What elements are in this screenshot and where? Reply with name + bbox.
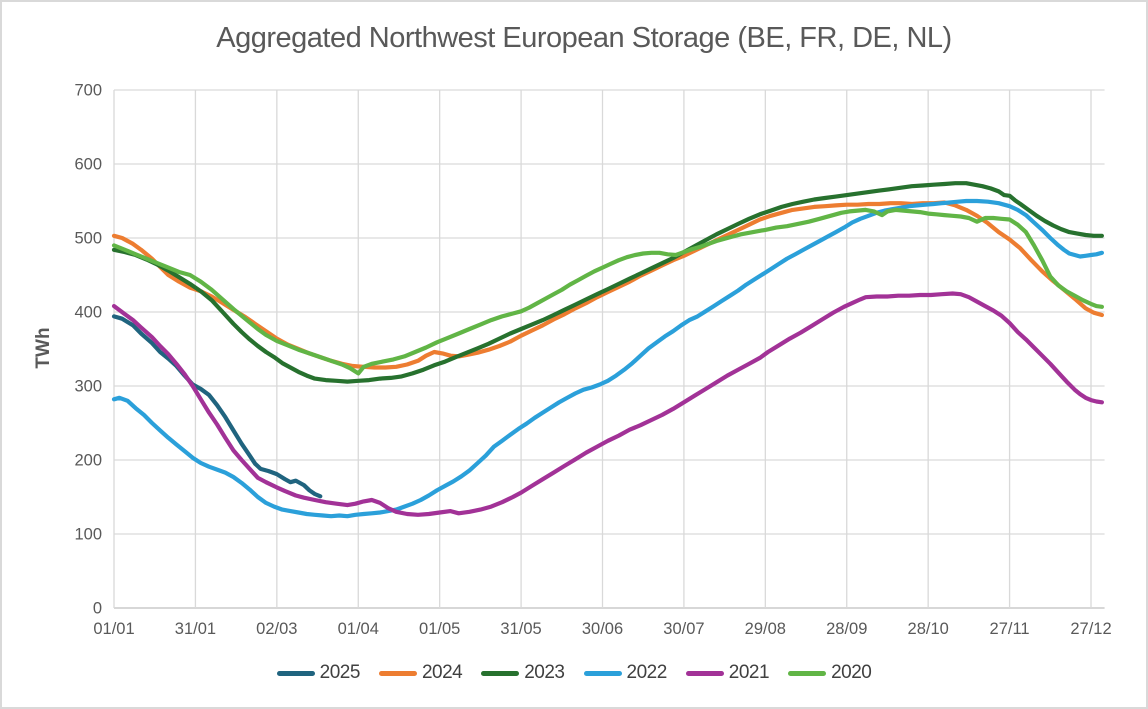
x-tick-label: 31/01 — [175, 620, 216, 638]
x-tick-label: 02/03 — [256, 620, 297, 638]
y-tick-label: 100 — [74, 526, 102, 544]
legend: 2025 2024 2023 2022 2021 2020 — [2, 662, 1146, 684]
x-tick-label: 28/09 — [826, 620, 867, 638]
legend-swatch-2020 — [788, 670, 827, 676]
legend-label-2024: 2024 — [421, 662, 463, 683]
series-line-2020 — [111, 207, 1105, 376]
series-line-2023 — [111, 181, 1105, 384]
legend-item-2022: 2022 — [583, 662, 668, 684]
series-line-2021 — [111, 291, 1105, 517]
legend-item-2021: 2021 — [685, 662, 770, 684]
x-tick-label: 01/01 — [93, 620, 134, 638]
legend-swatch-2025 — [276, 670, 315, 676]
chart-title: Aggregated Northwest European Storage (B… — [216, 22, 952, 54]
y-tick-label: 0 — [93, 600, 102, 618]
legend-swatch-2022 — [583, 670, 622, 676]
x-tick-label: 28/10 — [908, 620, 949, 638]
series-line-2022 — [111, 198, 1105, 519]
x-tick-label: 27/12 — [1070, 620, 1111, 638]
legend-swatch-2023 — [481, 670, 520, 676]
x-tick-label: 30/06 — [582, 620, 623, 638]
x-tick-label: 27/11 — [990, 620, 1030, 638]
legend-swatch-2024 — [378, 670, 417, 676]
legend-label-2023: 2023 — [524, 662, 565, 683]
x-tick-label: 01/05 — [419, 620, 460, 638]
y-tick-label: 500 — [74, 230, 102, 248]
y-tick-label: 600 — [74, 156, 102, 174]
legend-label-2021: 2021 — [728, 662, 770, 683]
legend-swatch-2021 — [685, 670, 724, 676]
y-tick-label: 400 — [74, 304, 102, 322]
y-tick-label: 300 — [74, 378, 102, 396]
legend-label-2020: 2020 — [831, 662, 872, 683]
x-tick-label: 29/08 — [745, 620, 786, 638]
legend-item-2020: 2020 — [788, 662, 872, 684]
legend-item-2023: 2023 — [481, 662, 565, 684]
series-line-2024 — [111, 200, 1105, 370]
y-tick-label: 200 — [74, 452, 102, 470]
x-tick-label: 30/07 — [663, 620, 704, 638]
y-tick-label: 700 — [74, 82, 102, 100]
x-tick-label: 01/04 — [338, 620, 379, 638]
series-line-2025 — [111, 314, 323, 499]
legend-label-2025: 2025 — [319, 662, 361, 683]
legend-item-2025: 2025 — [276, 662, 361, 684]
legend-item-2024: 2024 — [378, 662, 463, 684]
legend-label-2022: 2022 — [626, 662, 668, 683]
x-tick-label: 31/05 — [500, 620, 541, 638]
